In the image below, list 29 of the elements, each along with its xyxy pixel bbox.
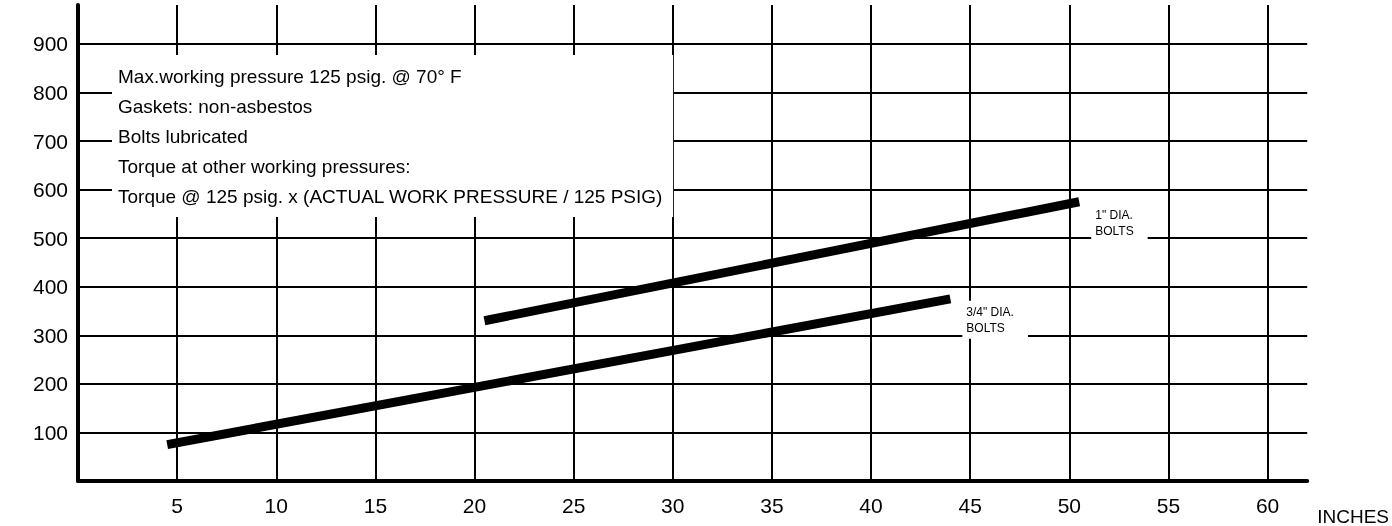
annotation: 1" DIA. BOLTS (1095, 207, 1134, 238)
annotation: Torque at other working pressures: (118, 155, 411, 177)
x-tick-label: 40 (859, 494, 883, 517)
x-tick-label: 15 (363, 494, 388, 517)
y-tick-label: 400 (32, 275, 68, 299)
x-tick-label: 55 (1156, 494, 1181, 517)
y-tick-label: 300 (32, 323, 68, 347)
x-axis-title: INCHES (1317, 506, 1390, 526)
x-tick-label: 30 (661, 494, 685, 517)
y-tick-label: 700 (32, 129, 68, 153)
x-tick-label: 20 (462, 494, 487, 517)
annotation: Bolts lubricated (118, 125, 248, 147)
annotation: 3/4" DIA. BOLTS (966, 304, 1014, 335)
y-tick-label: 100 (32, 420, 68, 444)
annotation: Torque @ 125 psig. x (ACTUAL WORK PRESSURE / 125 PSIG) (118, 185, 663, 207)
x-tick-label: 50 (1057, 494, 1081, 517)
x-tick-label: 35 (760, 494, 784, 517)
y-tick-label: 900 (32, 32, 68, 56)
annotation: Max.working pressure 125 psig. @ 70° F (118, 65, 462, 87)
y-tick-label: 200 (32, 372, 68, 396)
x-tick-label: 25 (561, 494, 586, 517)
x-tick-label: 10 (264, 494, 288, 517)
x-tick-label: 5 (171, 494, 183, 517)
y-tick-label: 800 (32, 80, 68, 104)
x-tick-label: 60 (1255, 494, 1280, 517)
y-tick-label: 600 (32, 178, 68, 202)
x-tick-label: 45 (958, 494, 982, 517)
annotation: Gaskets: non-asbestos (118, 95, 313, 117)
y-tick-label: 500 (32, 226, 68, 250)
